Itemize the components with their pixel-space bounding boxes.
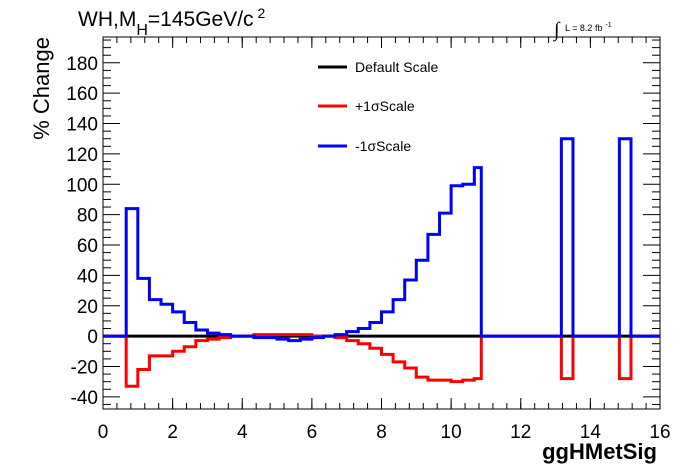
y-tick-label: 40 [77,266,98,287]
y-tick-label: 60 [77,236,98,257]
series-line-1 [103,333,660,388]
y-tick-label: 180 [66,54,98,75]
x-tick-label: 6 [307,422,318,443]
y-axis: -40 -20 0 20 40 60 80 100 120 140 160 180 [66,39,660,409]
y-tick-label: -20 [71,357,98,378]
legend: Default Scale +1σScale -1σScale [318,59,438,154]
y-tick-label: 20 [77,297,98,318]
y-tick-label: 120 [66,145,98,166]
lumi-label: L = 8.2 fb -1 [565,22,612,33]
x-axis: 0 2 4 6 8 10 12 14 16 [98,37,671,443]
y-tick-label: 140 [66,115,98,136]
legend-label-0: Default Scale [355,59,438,75]
title-main: WH,M [78,8,136,31]
x-tick-label: 4 [237,422,248,443]
x-tick-label: 2 [167,422,178,443]
x-axis-title: ggHMetSig [542,439,657,464]
x-tick-label: 10 [441,422,462,443]
x-tick-label: 8 [376,422,387,443]
series-layer [103,137,660,388]
lumi-integral-symbol: ∫ [552,19,561,42]
title-subscript: H [136,22,148,39]
y-tick-label: 160 [66,84,98,105]
series-line-2 [103,137,660,343]
legend-label-1: +1σScale [355,98,415,114]
chart-title: WH,MH=145GeV/c 2 [78,5,266,39]
title-superscript: 2 [258,5,266,21]
legend-label-2: -1σScale [355,138,411,154]
x-tick-label: 14 [580,422,602,443]
y-tick-label: 100 [66,175,98,196]
title-rest: =145GeV/c [148,8,254,31]
y-tick-label: -40 [71,388,98,409]
x-tick-label: 0 [98,422,109,443]
y-tick-label: 0 [87,327,98,348]
y-axis-title: % Change [29,37,54,140]
x-tick-label: 16 [649,422,670,443]
y-tick-label: 80 [77,206,98,227]
lumi-text: L = 8.2 fb [565,23,602,33]
x-tick-label: 12 [510,422,531,443]
lumi-superscript: -1 [605,22,611,29]
